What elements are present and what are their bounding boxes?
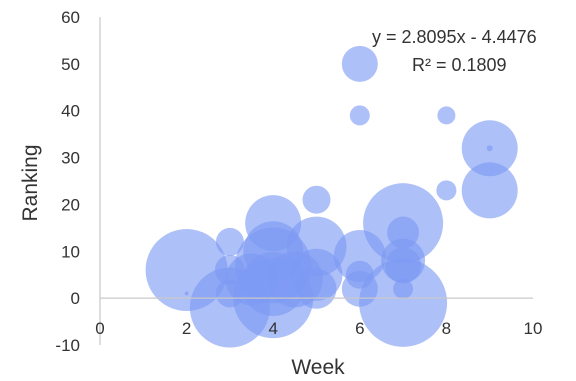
bubble-point: [302, 185, 331, 214]
bubble-point: [349, 105, 370, 126]
x-axis-title: Week: [291, 356, 345, 379]
trendline-equation: y = 2.8095x - 4.4476: [372, 27, 537, 47]
x-tick-label: 2: [182, 319, 191, 338]
bubble-point: [359, 258, 448, 347]
bubble-point: [341, 45, 378, 82]
y-tick-label: 10: [61, 242, 80, 261]
bubble-layer: [145, 45, 518, 348]
y-tick-label: -10: [55, 336, 80, 355]
y-tick-label: 30: [61, 149, 80, 168]
y-tick-label: 40: [61, 102, 80, 121]
x-tick-label: 4: [268, 319, 277, 338]
y-axis-title: Ranking: [19, 144, 42, 221]
bubble-point: [437, 106, 456, 125]
x-tick-label: 8: [442, 319, 451, 338]
y-tick-labels: -10 0 10 20 30 40 50 60: [55, 8, 80, 355]
bubble-point: [296, 268, 337, 309]
y-tick-label: 50: [61, 55, 80, 74]
bubble-point: [215, 227, 244, 256]
bubble-point: [486, 145, 493, 152]
x-tick-label: 10: [524, 319, 543, 338]
bubble-point: [461, 162, 518, 219]
bubble-point: [436, 180, 457, 201]
x-tick-label: 6: [355, 319, 364, 338]
y-tick-label: 20: [61, 195, 80, 214]
trendline-r-squared: R² = 0.1809: [412, 55, 507, 75]
y-tick-label: 0: [71, 289, 80, 308]
y-tick-label: 60: [61, 8, 80, 27]
x-tick-label: 0: [95, 319, 104, 338]
bubble-point: [184, 291, 189, 296]
x-tick-labels: 0 2 4 6 8 10: [95, 319, 542, 338]
